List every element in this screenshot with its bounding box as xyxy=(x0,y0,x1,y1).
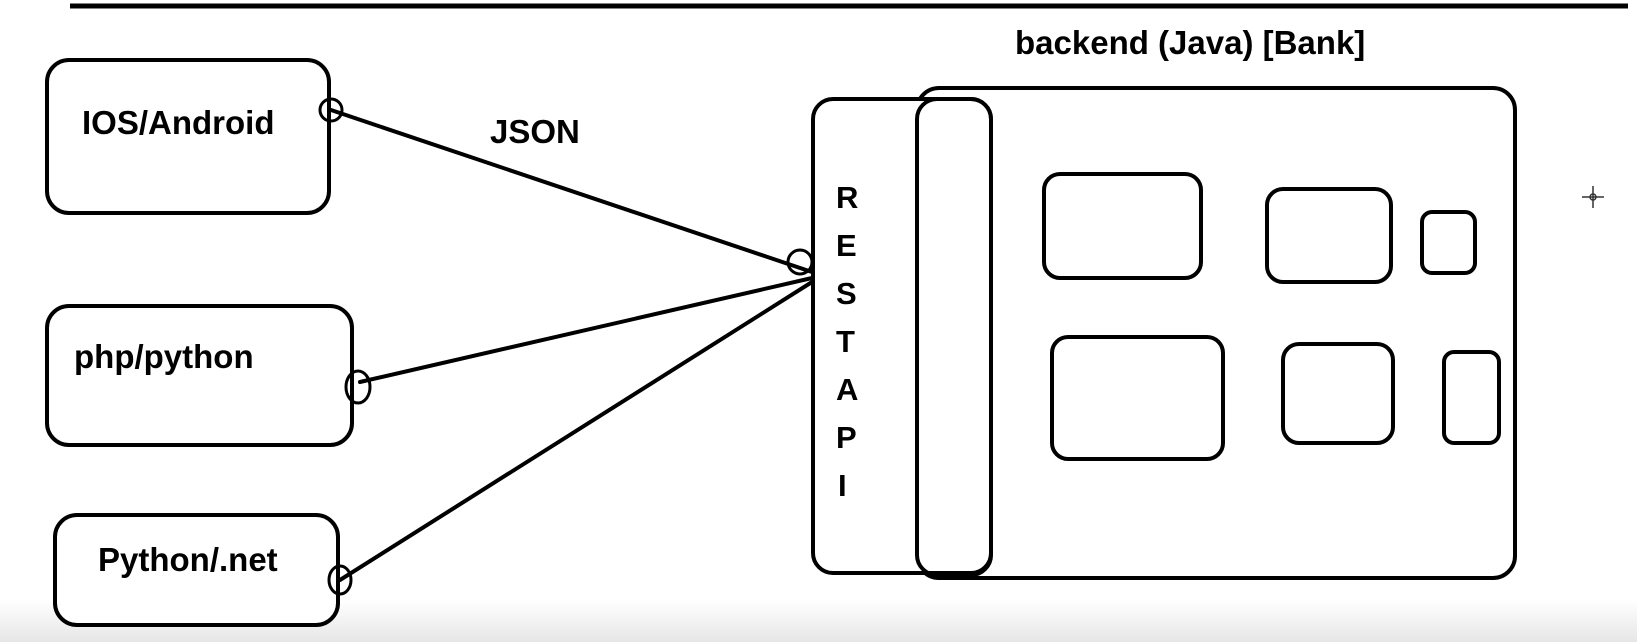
api-letter-s: S xyxy=(836,276,857,311)
backend-component-4 xyxy=(1050,335,1225,461)
api-letter-r: R xyxy=(836,180,858,215)
client-box-php-python xyxy=(45,304,354,447)
port-python-net xyxy=(327,564,353,596)
api-letter-p: P xyxy=(836,420,857,455)
backend-component-2 xyxy=(1265,187,1393,284)
backend-component-3 xyxy=(1420,210,1477,275)
connection-label-json: JSON xyxy=(490,113,580,150)
backend-component-5 xyxy=(1281,342,1395,445)
port-ios-android xyxy=(318,97,344,123)
api-letter-i: I xyxy=(838,468,847,503)
client-label-ios-android: IOS/Android xyxy=(82,104,275,141)
api-letter-t: T xyxy=(836,324,855,359)
connector-php-python xyxy=(358,276,814,384)
backend-component-1 xyxy=(1042,172,1203,280)
api-letter-a: A xyxy=(836,372,858,407)
api-letter-e: E xyxy=(836,228,857,263)
connector-ios-android xyxy=(329,108,814,274)
client-label-python-net: Python/.net xyxy=(98,541,278,578)
crosshair-cursor-icon xyxy=(1582,186,1604,208)
port-php-python xyxy=(344,369,372,405)
client-box-python-net xyxy=(53,513,340,627)
backend-box xyxy=(915,86,1517,580)
backend-title: backend (Java) [Bank] xyxy=(1015,24,1365,61)
connector-python-net xyxy=(338,280,814,582)
port-rest-api xyxy=(786,248,814,276)
client-box-ios-android xyxy=(45,58,331,215)
backend-component-6 xyxy=(1442,350,1501,445)
client-label-php-python: php/python xyxy=(74,338,254,375)
backend-left-edge xyxy=(915,97,993,577)
